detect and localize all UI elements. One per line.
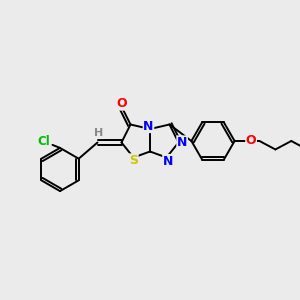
Text: N: N <box>177 136 187 149</box>
Text: N: N <box>163 154 173 168</box>
Text: S: S <box>129 154 138 167</box>
Text: Cl: Cl <box>37 135 50 148</box>
Text: O: O <box>116 97 127 110</box>
Text: N: N <box>143 119 154 133</box>
Text: H: H <box>94 128 103 139</box>
Text: O: O <box>246 134 256 148</box>
